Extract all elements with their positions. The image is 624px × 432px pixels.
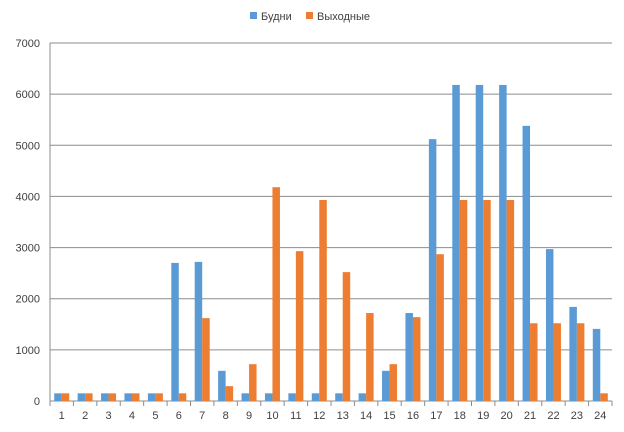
x-tick-label: 5 xyxy=(152,410,158,422)
bar-weekend xyxy=(412,317,421,401)
bar-weekday xyxy=(241,393,250,401)
bar-weekday xyxy=(452,84,460,402)
x-tick-label: 7 xyxy=(199,410,205,422)
bar-weekend xyxy=(249,364,257,401)
x-tick-label: 22 xyxy=(547,410,559,422)
x-tick-label: 11 xyxy=(290,410,301,422)
bar-weekday xyxy=(218,370,226,401)
x-tick-label: 3 xyxy=(105,410,111,422)
x-tick-label: 12 xyxy=(313,410,325,422)
bar-weekday xyxy=(475,84,484,402)
x-tick-label: 8 xyxy=(223,410,229,422)
bar-weekend xyxy=(436,254,444,401)
bar-weekend xyxy=(506,200,515,401)
bar-weekend xyxy=(576,323,585,401)
x-tick-label: 21 xyxy=(524,410,536,422)
bar-weekend xyxy=(459,200,468,401)
bar-weekday xyxy=(592,328,601,401)
bar-weekend xyxy=(530,323,538,401)
x-tick-label: 17 xyxy=(430,410,442,422)
x-tick-label: 19 xyxy=(477,410,489,422)
bar-weekend xyxy=(85,393,93,401)
bar-weekday xyxy=(124,393,132,401)
bar-weekday xyxy=(499,84,507,402)
bar-weekday xyxy=(264,393,273,401)
bar-weekday xyxy=(147,393,156,401)
bar-weekend xyxy=(319,200,327,401)
bar-weekend xyxy=(108,393,117,401)
x-tick-label: 2 xyxy=(82,410,88,422)
bar-weekend xyxy=(600,393,608,401)
x-tick-label: 13 xyxy=(337,410,349,422)
y-tick-label: 3000 xyxy=(16,243,40,255)
bar-weekday xyxy=(569,306,577,401)
y-tick-label: 4000 xyxy=(16,191,40,203)
y-tick-label: 7000 xyxy=(16,38,40,50)
bar-weekend xyxy=(366,313,374,401)
legend-swatch xyxy=(250,12,257,19)
bar-weekend xyxy=(178,393,187,401)
bar-weekday xyxy=(382,370,390,401)
bar-weekday xyxy=(77,393,86,401)
x-tick-label: 24 xyxy=(594,410,606,422)
x-tick-label: 14 xyxy=(360,410,372,422)
x-tick-label: 20 xyxy=(501,410,513,422)
bar-weekday xyxy=(311,393,320,401)
bar-weekend xyxy=(155,393,163,401)
bar-weekend xyxy=(61,393,70,401)
bar-weekday xyxy=(522,125,531,401)
bar-weekend xyxy=(483,200,491,401)
bar-weekend xyxy=(295,251,304,401)
bar-weekday xyxy=(194,261,203,401)
bar-weekday xyxy=(545,249,554,401)
bar-weekend xyxy=(389,364,398,401)
x-tick-label: 9 xyxy=(246,410,252,422)
bar-weekday xyxy=(405,313,413,401)
bar-weekday xyxy=(171,262,179,401)
legend-label: Выходные xyxy=(317,11,370,23)
y-tick-label: 1000 xyxy=(16,345,40,357)
bar-weekday xyxy=(358,393,367,401)
bar-weekday xyxy=(335,393,343,401)
legend-swatch xyxy=(306,12,313,19)
bar-weekday xyxy=(428,139,437,402)
y-tick-label: 5000 xyxy=(16,140,40,152)
x-tick-label: 4 xyxy=(129,410,135,422)
bar-weekend xyxy=(202,318,210,401)
y-tick-label: 6000 xyxy=(16,89,40,101)
bar-weekend xyxy=(272,187,280,401)
x-tick-label: 23 xyxy=(571,410,583,422)
bar-weekend xyxy=(225,386,234,401)
y-tick-label: 2000 xyxy=(16,294,40,306)
bar-weekday xyxy=(54,393,62,401)
x-tick-label: 6 xyxy=(176,410,182,422)
x-tick-label: 16 xyxy=(407,410,419,422)
x-tick-label: 1 xyxy=(59,410,65,422)
bar-weekday xyxy=(288,393,296,401)
bar-weekend xyxy=(553,323,561,401)
x-tick-label: 18 xyxy=(454,410,466,422)
bar-weekday xyxy=(101,393,109,401)
bar-weekend xyxy=(342,272,351,401)
bar-weekend xyxy=(131,393,140,401)
x-tick-label: 10 xyxy=(266,410,278,422)
y-tick-label: 0 xyxy=(34,396,40,408)
legend-label: Будни xyxy=(261,11,292,23)
x-tick-label: 15 xyxy=(383,410,395,422)
